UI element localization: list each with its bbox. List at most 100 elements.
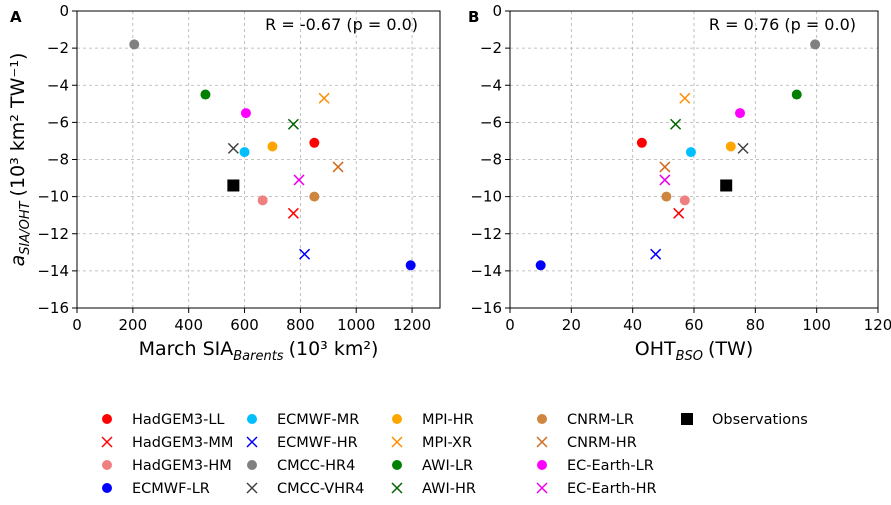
panel-b-point-mpi-hr <box>725 141 736 152</box>
legend-marker-ecmwf-lr <box>102 483 112 493</box>
panel-b-point-hadgem3-ll <box>636 137 647 148</box>
legend-label-ecmwf-hr: ECMWF-HR <box>277 435 358 451</box>
panel-b-x-axis-label: OHTBSO (TW) <box>635 338 753 364</box>
panel-b-point-awi-lr <box>791 89 802 100</box>
panel-a-grid <box>76 10 440 309</box>
legend-label-hadgem3-hm: HadGEM3-HM <box>132 458 232 474</box>
panel-b-point-ecmwf-mr <box>685 147 696 158</box>
panel-a-y-tick-label: 0 <box>59 2 69 20</box>
panel-a-ticks: 0 200 400 600 800 1000 1200 0 −2 −4 −6 −8 −10 −12 −14 −… <box>37 2 431 334</box>
panel-a-x-axis-label: March SIABarents (10³ km²) <box>139 338 379 364</box>
legend-marker-awi-lr <box>392 460 402 470</box>
panel-b-x-tick-label: 40 <box>623 316 642 334</box>
panel-a-y-tick-label: −14 <box>37 262 69 280</box>
panel-a-xlabel-sub: Barents <box>233 349 284 364</box>
panel-a-x-tick-label: 0 <box>72 316 82 334</box>
legend-marker-hadgem3-hm <box>102 460 112 470</box>
panel-a-x-tick-label: 800 <box>286 316 315 334</box>
panel-b-y-tick-label: −12 <box>470 225 502 243</box>
legend: HadGEM3-LL HadGEM3-MM HadGEM3-HM ECMWF-LR EC… <box>101 412 808 497</box>
panel-b-point-ec-earth-hr <box>659 174 671 186</box>
panel-b-y-tick-label: −6 <box>480 113 502 131</box>
panel-a-x-tick-label: 200 <box>119 316 148 334</box>
panel-a-ylabel-units: (10³ km² TW⁻¹) <box>7 53 29 197</box>
panel-b-x-tick-label: 60 <box>684 316 703 334</box>
legend-label-ecmwf-lr: ECMWF-LR <box>132 481 210 497</box>
legend-marker-cmcc-hr4 <box>247 460 257 470</box>
panel-a-point-mpi-hr <box>267 141 278 152</box>
legend-marker-mpi-hr <box>392 414 402 424</box>
panel-b-ticks: 0 20 40 60 80 100 120 0 −2 −4 −6 −8 −10 −12 −14 −16 <box>470 2 891 334</box>
panel-a-marks <box>129 39 416 271</box>
panel-a-y-axis-label: aSIA/OHT (10³ km² TW⁻¹) <box>7 53 33 267</box>
panel-a-x-tick-label: 400 <box>174 316 203 334</box>
panel-a-point-observations <box>227 179 240 192</box>
panel-a-point-hadgem3-ll <box>309 137 320 148</box>
panel-a-ylabel-main: a <box>7 255 29 267</box>
panel-b-point-ecmwf-lr <box>535 260 546 271</box>
panel-a-x-tick-label: 1200 <box>393 316 431 334</box>
panel-b-point-cnrm-hr <box>659 161 671 173</box>
panel-b-x-tick-label: 20 <box>562 316 581 334</box>
legend-marker-cnrm-hr <box>536 436 548 448</box>
panel-a-point-mpi-xr <box>318 92 330 104</box>
panel-a-label: A <box>10 8 22 26</box>
panel-a-point-cnrm-hr <box>332 161 344 173</box>
panel-a-point-cmcc-hr4 <box>129 39 140 50</box>
panel-b-xlabel-units: (TW) <box>708 338 753 360</box>
panel-a-point-hadgem3-hm <box>257 195 268 206</box>
legend-label-ecmwf-mr: ECMWF-MR <box>277 412 359 428</box>
legend-label-ec-earth-lr: EC-Earth-LR <box>567 458 654 474</box>
legend-marker-hadgem3-ll <box>102 414 112 424</box>
panel-a-point-cnrm-lr <box>309 191 320 202</box>
panel-a-y-tick-label: −10 <box>37 188 69 206</box>
panel-b-xlabel-main: OHT <box>635 338 676 360</box>
legend-marker-awi-hr <box>391 482 403 494</box>
panel-a-y-tick-label: −6 <box>47 113 69 131</box>
panel-b-xlabel-sub: BSO <box>676 349 703 364</box>
panel-b-x-tick-label: 100 <box>802 316 831 334</box>
panel-b-x-tick-label: 0 <box>505 316 515 334</box>
panel-b-grid <box>509 10 879 309</box>
legend-label-observations: Observations <box>712 412 808 428</box>
legend-marker-cmcc-vhr4 <box>246 482 258 494</box>
legend-marker-ec-earth-lr <box>537 460 547 470</box>
panel-b-x-tick-label: 120 <box>864 316 891 334</box>
panel-b-y-tick-label: −16 <box>470 299 502 317</box>
panel-a-y-tick-label: −16 <box>37 299 69 317</box>
panel-b-point-mpi-xr <box>679 92 691 104</box>
panel-b-point-ecmwf-hr <box>650 248 662 260</box>
panel-a-x-tick-label: 600 <box>230 316 259 334</box>
panel-a-point-ec-earth-hr <box>293 174 305 186</box>
panel-b-point-cnrm-lr <box>661 191 672 202</box>
panel-a-point-ecmwf-mr <box>239 147 250 158</box>
legend-marker-observations <box>681 413 693 425</box>
legend-label-awi-hr: AWI-HR <box>422 481 476 497</box>
panel-b-y-tick-label: 0 <box>492 2 502 20</box>
panel-a-point-awi-lr <box>200 89 211 100</box>
panel-b-point-ec-earth-lr <box>735 108 745 119</box>
panel-a-ylabel-sub: SIA/OHT <box>18 200 33 254</box>
panel-a-xlabel-units: (10³ km²) <box>289 338 379 360</box>
panel-b-point-cmcc-hr4 <box>810 39 821 50</box>
legend-label-mpi-hr: MPI-HR <box>422 412 474 428</box>
legend-label-cmcc-vhr4: CMCC-VHR4 <box>277 481 364 497</box>
panel-a-point-ec-earth-lr <box>240 108 251 119</box>
panel-b-point-awi-hr <box>670 118 682 130</box>
panel-b: B 0 20 40 60 80 100 120 0 −2 −4 −6 −8 −10 −12 −14 −16 R… <box>468 2 891 364</box>
legend-label-ec-earth-hr: EC-Earth-HR <box>567 481 657 497</box>
panel-a-point-ecmwf-hr <box>299 248 311 260</box>
panel-b-y-tick-label: −2 <box>480 39 502 57</box>
panel-a-correlation-annotation: R = -0.67 (p = 0.0) <box>265 15 418 34</box>
panel-a-point-ecmwf-lr <box>405 260 416 271</box>
legend-label-cmcc-hr4: CMCC-HR4 <box>277 458 355 474</box>
panel-a: A 0 200 400 600 800 1000 1200 0 −2 −4 −6 −8 −10 −12 −1… <box>7 2 441 364</box>
panel-b-marks <box>535 39 821 271</box>
panel-a-x-tick-label: 1000 <box>337 316 375 334</box>
legend-marker-ecmwf-mr <box>247 414 257 424</box>
legend-marker-ec-earth-hr <box>536 482 548 494</box>
legend-label-hadgem3-ll: HadGEM3-LL <box>132 412 225 428</box>
panel-b-correlation-annotation: R = 0.76 (p = 0.0) <box>709 15 856 34</box>
panel-a-y-tick-label: −12 <box>37 225 69 243</box>
